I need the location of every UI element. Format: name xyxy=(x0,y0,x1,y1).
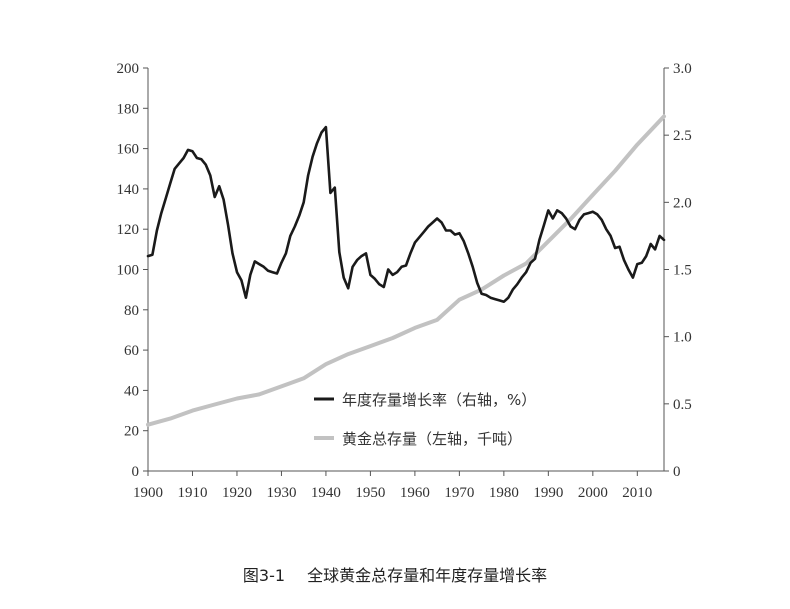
left-tick-label: 100 xyxy=(117,263,140,279)
left-tick-label: 160 xyxy=(117,142,140,158)
chart-series xyxy=(146,114,666,427)
figure-caption: 图3-1 全球黄金总存量和年度存量增长率 xyxy=(0,562,790,586)
x-tick-label: 1940 xyxy=(311,485,341,501)
left-tick-label: 200 xyxy=(117,61,140,77)
figure-number: 图3-1 xyxy=(242,566,286,585)
chart-legend: 年度存量增长率（右轴，%） 黄金总存量（左轴，千吨） xyxy=(314,391,536,448)
gold-stock-line xyxy=(146,114,666,427)
x-tick-label: 1980 xyxy=(489,485,519,501)
chart-axes: 02040608010012014016018020000.51.01.52.0… xyxy=(117,61,692,501)
right-tick-label: 1.0 xyxy=(673,330,692,346)
left-tick-label: 0 xyxy=(132,464,140,480)
left-tick-label: 40 xyxy=(124,383,139,399)
left-tick-label: 60 xyxy=(124,343,139,359)
x-tick-label: 1990 xyxy=(533,485,563,501)
growth-rate-line xyxy=(146,125,666,303)
left-tick-label: 80 xyxy=(124,303,139,319)
right-tick-label: 2.0 xyxy=(673,195,692,211)
right-tick-label: 1.5 xyxy=(673,263,692,279)
x-tick-label: 1910 xyxy=(177,485,207,501)
figure-title: 全球黄金总存量和年度存量增长率 xyxy=(307,566,548,585)
x-tick-label: 1960 xyxy=(400,485,430,501)
x-tick-label: 1950 xyxy=(355,485,385,501)
right-tick-label: 3.0 xyxy=(673,61,692,77)
left-tick-label: 180 xyxy=(117,101,140,117)
x-tick-label: 1930 xyxy=(266,485,296,501)
x-tick-label: 1920 xyxy=(222,485,252,501)
x-tick-label: 1970 xyxy=(444,485,474,501)
left-tick-label: 120 xyxy=(117,222,140,238)
legend-label: 年度存量增长率（右轴，%） xyxy=(342,391,536,409)
legend-label: 黄金总存量（左轴，千吨） xyxy=(342,430,522,448)
left-tick-label: 140 xyxy=(117,182,140,198)
right-tick-label: 0.5 xyxy=(673,397,692,413)
right-tick-label: 2.5 xyxy=(673,128,692,144)
left-tick-label: 20 xyxy=(124,424,139,440)
x-tick-label: 2000 xyxy=(578,485,608,501)
x-tick-label: 1900 xyxy=(133,485,163,501)
x-tick-label: 2010 xyxy=(622,485,652,501)
right-tick-label: 0 xyxy=(673,464,681,480)
